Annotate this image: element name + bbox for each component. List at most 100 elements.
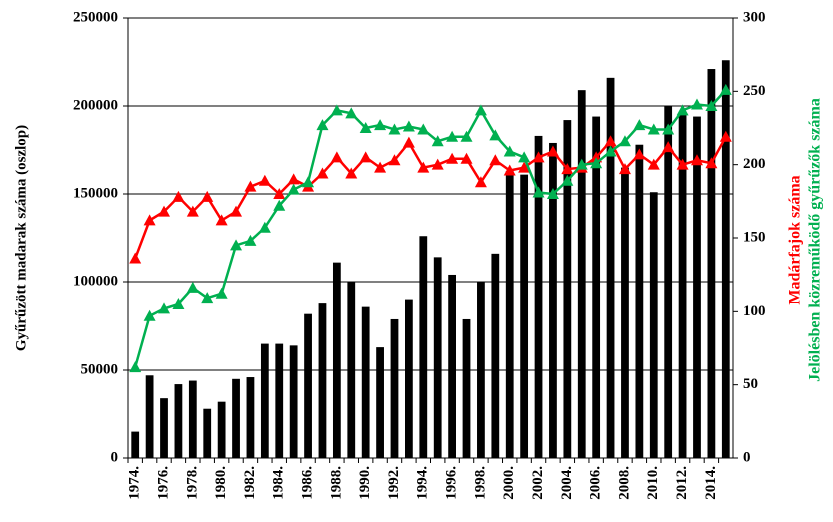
marker — [705, 157, 718, 169]
x-tick-label: 2008. — [616, 466, 632, 500]
bar — [520, 174, 529, 458]
marker — [719, 130, 732, 142]
marker — [647, 158, 660, 170]
marker — [460, 130, 473, 142]
marker — [503, 164, 516, 176]
marker — [201, 292, 214, 304]
marker — [330, 151, 343, 163]
marker — [287, 173, 300, 185]
marker — [474, 104, 487, 116]
marker — [230, 239, 243, 251]
marker — [604, 145, 617, 157]
bar — [577, 90, 586, 458]
marker — [330, 104, 343, 116]
marker — [662, 123, 675, 135]
y2-tick-label: 0 — [743, 449, 751, 465]
x-tick-label: 2004. — [559, 466, 575, 500]
bar — [232, 378, 240, 458]
marker — [719, 83, 732, 95]
y2-tick-label: 50 — [743, 376, 758, 392]
marker — [561, 163, 574, 175]
marker — [676, 158, 689, 170]
x-tick-label: 1994. — [415, 466, 431, 500]
bar — [203, 408, 212, 458]
bar — [188, 380, 197, 458]
marker — [388, 154, 401, 166]
marker — [431, 135, 444, 147]
x-tick-label: 2000. — [501, 466, 517, 500]
marker — [503, 145, 516, 157]
marker — [446, 130, 459, 142]
bar — [693, 116, 701, 458]
marker — [258, 221, 271, 233]
bar — [477, 282, 485, 458]
marker — [518, 161, 531, 173]
x-tick-label: 2002. — [530, 466, 546, 500]
bar — [433, 257, 442, 458]
bar — [318, 303, 327, 458]
marker — [244, 180, 257, 192]
y-tick-label: 200000 — [73, 97, 118, 113]
bar — [678, 114, 687, 459]
marker — [143, 214, 156, 226]
bar — [217, 401, 226, 458]
marker — [129, 252, 142, 264]
bar — [275, 343, 284, 458]
marker — [258, 174, 271, 186]
marker — [460, 152, 473, 164]
y-axis-label: Gyűrűzött madarak száma (oszlop) — [13, 125, 29, 351]
x-tick-label: 1988. — [328, 466, 344, 500]
bar — [649, 192, 658, 459]
x-tick-label: 2006. — [588, 466, 604, 500]
bar — [621, 167, 629, 458]
x-tick-label: 1978. — [184, 466, 200, 500]
y-tick-label: 250000 — [73, 9, 118, 25]
x-tick-label: 2012. — [674, 466, 690, 500]
marker — [316, 167, 329, 179]
marker — [186, 205, 199, 217]
bar — [419, 236, 428, 458]
bar — [332, 262, 341, 458]
marker — [215, 214, 228, 226]
marker — [633, 148, 646, 160]
bar — [131, 431, 140, 458]
bar — [304, 313, 312, 458]
bar — [160, 398, 168, 458]
x-tick-label: 1996. — [444, 466, 460, 500]
marker — [374, 161, 387, 173]
marker — [374, 119, 387, 131]
bar — [549, 142, 557, 458]
marker — [561, 174, 574, 186]
marker — [201, 190, 214, 202]
bar — [606, 77, 615, 458]
marker — [359, 151, 372, 163]
y2-tick-label: 150 — [743, 229, 766, 245]
bar — [563, 120, 572, 458]
marker — [273, 199, 286, 211]
marker — [402, 120, 415, 132]
marker — [489, 154, 502, 166]
marker — [172, 190, 185, 202]
marker — [186, 281, 199, 293]
y2-axis-label: Madárfajok száma — [787, 175, 804, 304]
marker — [431, 158, 444, 170]
y2-tick-label: 100 — [743, 303, 766, 319]
bar — [246, 377, 255, 458]
marker — [489, 129, 502, 141]
marker — [518, 151, 531, 163]
x-tick-label: 1992. — [386, 466, 402, 500]
marker — [273, 188, 286, 199]
marker — [359, 122, 372, 133]
bar — [721, 60, 730, 459]
marker — [158, 302, 171, 314]
x-tick-label: 2014. — [703, 466, 719, 500]
bar — [361, 306, 370, 458]
marker — [647, 123, 660, 135]
marker — [474, 176, 487, 188]
marker — [417, 123, 430, 135]
y-tick-label: 150000 — [73, 185, 118, 201]
bar — [664, 106, 673, 458]
marker — [172, 298, 185, 309]
marker — [690, 98, 703, 110]
marker — [302, 176, 315, 188]
